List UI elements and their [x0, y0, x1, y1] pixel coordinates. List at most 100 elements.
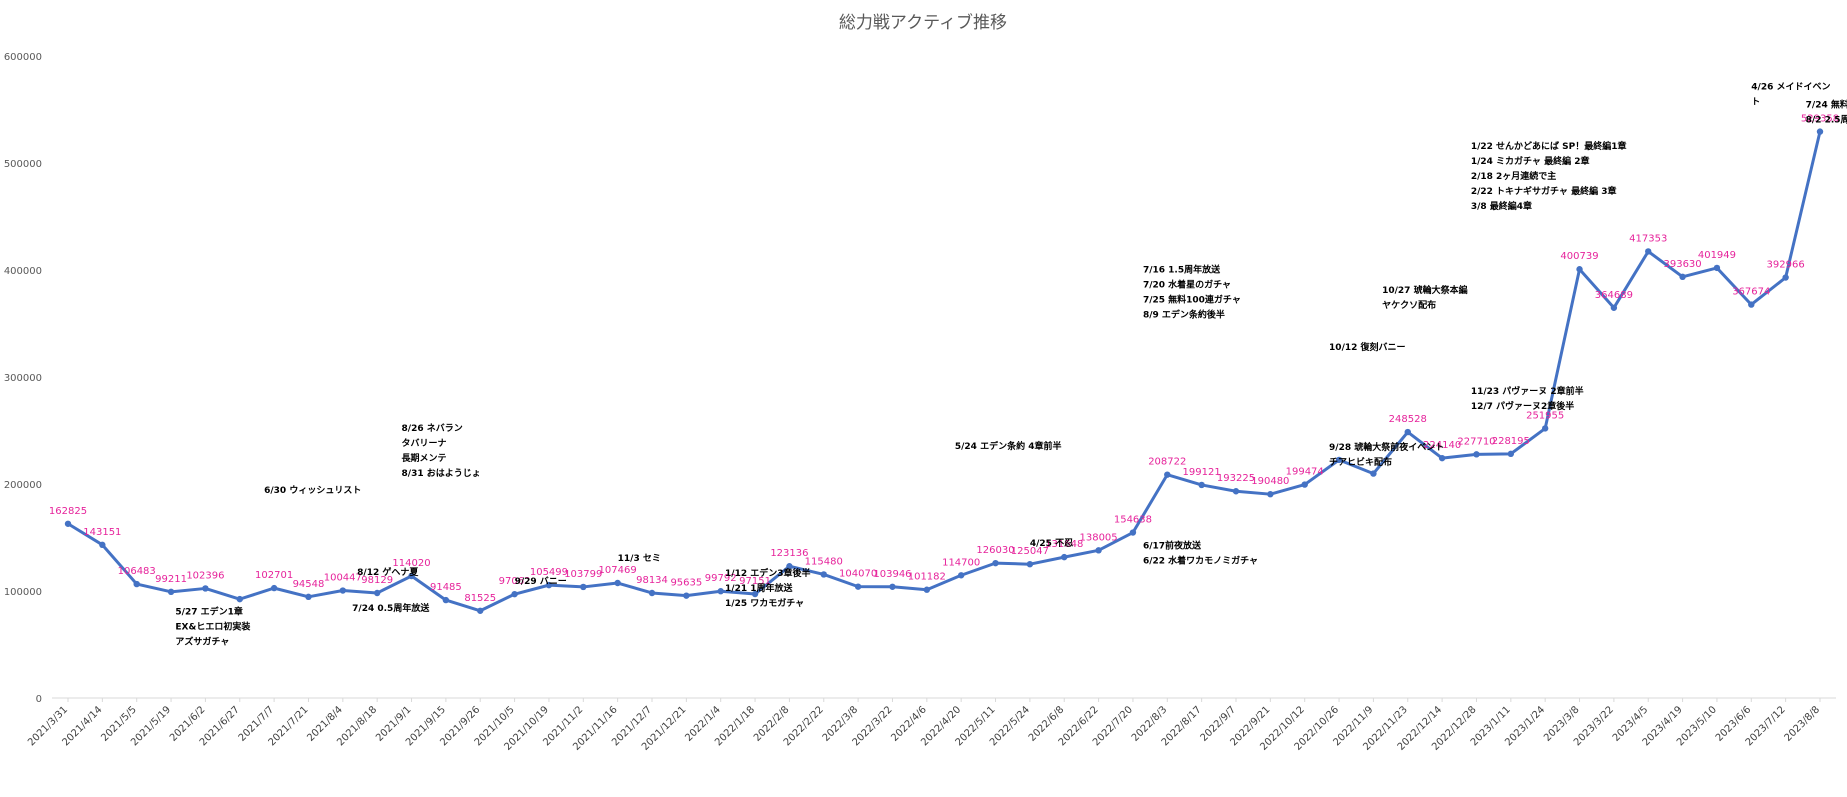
data-point	[820, 571, 827, 578]
data-label: 529358	[1801, 114, 1839, 125]
annotation-text: タバリーナ	[402, 437, 447, 449]
data-point	[373, 589, 381, 597]
annotation-text: 11/23 パヴァーヌ 2章前半	[1471, 385, 1584, 397]
data-point	[1370, 470, 1377, 477]
data-label: 138005	[1079, 532, 1117, 543]
annotation-text: 7/24 0.5周年放送	[352, 602, 430, 614]
data-label: 115480	[805, 556, 843, 567]
data-label: 99211	[155, 574, 187, 585]
data-label: 367674	[1732, 287, 1770, 298]
annotation-text: ヤケクソ配布	[1382, 299, 1436, 311]
data-point	[339, 587, 347, 594]
annotation-text: 12/7 パヴァーヌ2章後半	[1471, 400, 1574, 412]
data-label: 208722	[1148, 457, 1186, 468]
y-axis: 0 100000 200000 300000 400000 500000 600000	[4, 52, 42, 705]
data-label: 114020	[392, 558, 430, 569]
data-point	[889, 583, 896, 590]
y-tick-label: 0	[36, 694, 42, 705]
data-label: 98129	[361, 575, 393, 586]
data-point	[477, 607, 484, 614]
data-point	[751, 590, 759, 598]
annotation-text: 1/25 ワカモガチャ	[725, 597, 804, 609]
x-tick-label: 2023/8/8	[1783, 704, 1823, 744]
data-label: 91485	[430, 582, 462, 593]
data-point	[1301, 481, 1308, 488]
data-label: 143151	[83, 527, 121, 538]
annotation-text: EX&ヒエロ初実装	[175, 620, 251, 632]
data-label: 107469	[599, 565, 637, 576]
data-label: 393630	[1663, 259, 1701, 270]
annotation-text: 8/9 エデン条約後半	[1143, 309, 1225, 321]
data-point	[923, 586, 931, 593]
data-label: 105499	[530, 567, 568, 578]
data-label: 400739	[1560, 251, 1598, 262]
data-point	[1713, 264, 1721, 272]
data-label: 123136	[770, 548, 808, 559]
annotation-text: チアヒビキ配布	[1329, 456, 1392, 468]
data-point	[648, 589, 656, 597]
data-label: 224140	[1423, 440, 1461, 451]
data-point	[1541, 425, 1549, 432]
data-label: 248528	[1389, 414, 1427, 425]
data-label: 364689	[1595, 290, 1633, 301]
data-label: 99792	[705, 573, 737, 584]
annotation-text: 8/31 おはようじょ	[402, 468, 481, 479]
data-point	[1164, 471, 1171, 478]
data-point	[270, 584, 278, 592]
annotation-text: 4/26 メイドイベン	[1751, 82, 1830, 93]
data-point	[580, 583, 587, 591]
data-point	[1404, 428, 1411, 436]
data-point	[854, 583, 862, 590]
annotation-text: 6/30 ウィッシュリスト	[264, 485, 361, 496]
data-point	[992, 559, 999, 567]
data-point	[717, 588, 724, 595]
data-point	[1198, 481, 1205, 489]
data-point	[1026, 560, 1034, 568]
data-label: 106483	[118, 566, 156, 577]
data-point	[1782, 274, 1789, 281]
data-label: 102396	[186, 570, 224, 581]
annotation-text: 6/17前夜放送	[1143, 540, 1202, 552]
data-points	[64, 128, 1824, 614]
data-label: 401949	[1698, 250, 1736, 261]
data-point	[167, 588, 175, 596]
data-point	[442, 596, 450, 604]
series-line	[67, 131, 1822, 613]
annotation-text: 9/28 琥輪大祭前夜イベント	[1329, 441, 1444, 453]
data-point	[1335, 456, 1343, 464]
data-point	[511, 590, 518, 598]
annotation-text: 10/27 琥輪大祭本編	[1382, 284, 1467, 296]
x-axis: 2021/3/312021/4/142021/5/52021/5/192021/…	[26, 697, 1836, 753]
data-point	[614, 579, 621, 587]
data-point	[1576, 266, 1583, 273]
data-label: 199474	[1286, 467, 1324, 478]
annotation-text: 7/20 水着星のガチャ	[1143, 279, 1231, 291]
data-point	[683, 592, 690, 599]
data-point	[408, 572, 415, 580]
data-label: 95635	[670, 578, 702, 589]
annotation-text: 3/8 最終編4章	[1471, 200, 1532, 212]
data-point	[99, 541, 106, 549]
data-point	[1129, 529, 1137, 536]
data-label: 126030	[976, 545, 1014, 556]
data-label: 102701	[255, 570, 293, 581]
data-label: 103946	[873, 569, 911, 580]
y-tick-label: 600000	[4, 52, 42, 63]
data-point	[957, 572, 965, 579]
data-label: 101182	[908, 572, 946, 583]
annotation-text: 1/24 ミカガチャ 最終編 2章	[1471, 155, 1590, 167]
annotation-text: 長期メンテ	[402, 452, 447, 464]
y-tick-label: 400000	[4, 266, 42, 277]
annotation-text: 5/27 エデン1章	[175, 605, 242, 617]
data-label: 97062	[499, 576, 531, 587]
annotation-text: ト	[1751, 97, 1760, 108]
data-point	[305, 593, 312, 601]
annotation-text: 7/24 無料100連	[1806, 99, 1847, 111]
data-label: 199121	[1183, 467, 1221, 478]
data-label: 154638	[1114, 515, 1152, 526]
data-point	[1507, 450, 1515, 458]
y-tick-label: 300000	[4, 373, 42, 384]
